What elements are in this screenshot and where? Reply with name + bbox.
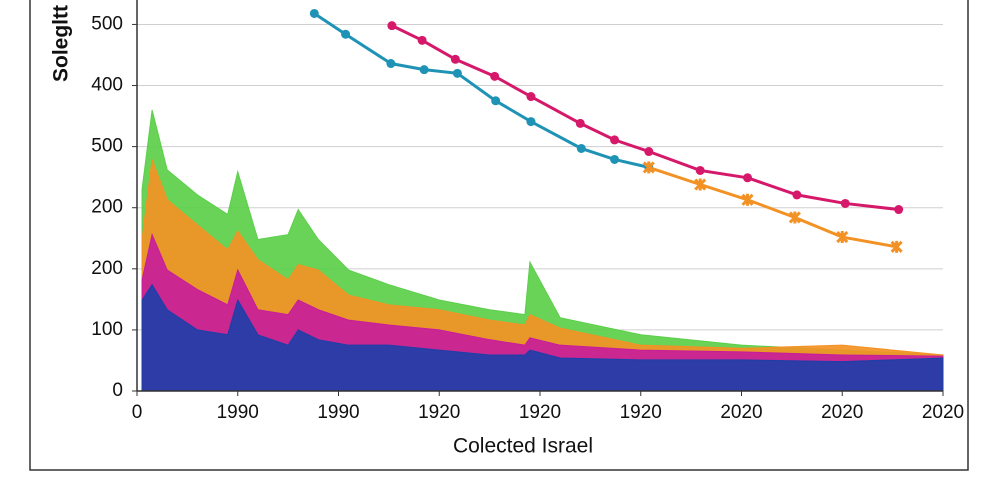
marker bbox=[341, 29, 351, 39]
marker bbox=[694, 178, 707, 191]
line bbox=[391, 24, 899, 212]
y-tick-label: 200 bbox=[91, 258, 123, 279]
marker bbox=[576, 143, 586, 153]
marker bbox=[417, 35, 427, 45]
marker bbox=[610, 135, 620, 145]
marker bbox=[450, 54, 460, 64]
y-tick-label: 500 bbox=[91, 13, 123, 34]
x-tick-label: 0 bbox=[132, 402, 143, 423]
y-tick-label: 100 bbox=[91, 319, 123, 340]
x-tick-label: 1920 bbox=[519, 402, 561, 423]
x-tick-label: 2020 bbox=[821, 402, 863, 423]
marker bbox=[840, 198, 850, 208]
marker bbox=[452, 68, 462, 78]
marker bbox=[490, 71, 500, 81]
marker bbox=[743, 173, 753, 183]
marker bbox=[890, 240, 903, 253]
marker bbox=[836, 230, 849, 244]
marker bbox=[695, 165, 705, 175]
marker bbox=[419, 65, 429, 75]
marker bbox=[309, 8, 319, 18]
y-tick-label: 0 bbox=[112, 380, 123, 401]
marker bbox=[741, 193, 754, 206]
marker bbox=[526, 92, 536, 102]
y-tick-label: 200 bbox=[91, 197, 123, 218]
x-tick-label: 1920 bbox=[418, 402, 460, 423]
marker bbox=[788, 211, 801, 224]
marker bbox=[642, 161, 655, 174]
area bbox=[141, 283, 944, 392]
marker bbox=[526, 117, 536, 127]
marker bbox=[491, 96, 501, 106]
frame bbox=[29, 0, 969, 471]
marker bbox=[575, 118, 585, 128]
x-tick-label: 1990 bbox=[217, 402, 259, 423]
marker bbox=[610, 154, 620, 164]
marker bbox=[792, 190, 802, 200]
y-axis-title: Solegltt bbox=[50, 5, 73, 82]
x-axis-title: Colected Israel bbox=[453, 435, 593, 458]
y-tick-label: 400 bbox=[91, 75, 123, 96]
x-tick-label: 1990 bbox=[317, 402, 359, 423]
x-tick-label: 2020 bbox=[922, 402, 964, 423]
line bbox=[313, 12, 650, 169]
line bbox=[648, 165, 897, 249]
marker bbox=[894, 205, 904, 215]
y-tick-label: 500 bbox=[91, 136, 123, 157]
plot-area: 0 100 200 200 500 400 500 0 1990 1990 1920 1920 1920… bbox=[91, 0, 964, 423]
x-tick-label: 2020 bbox=[720, 402, 762, 423]
marker bbox=[386, 59, 396, 69]
marker bbox=[387, 21, 397, 31]
marker bbox=[644, 147, 654, 157]
x-tick-label: 1920 bbox=[620, 402, 662, 423]
